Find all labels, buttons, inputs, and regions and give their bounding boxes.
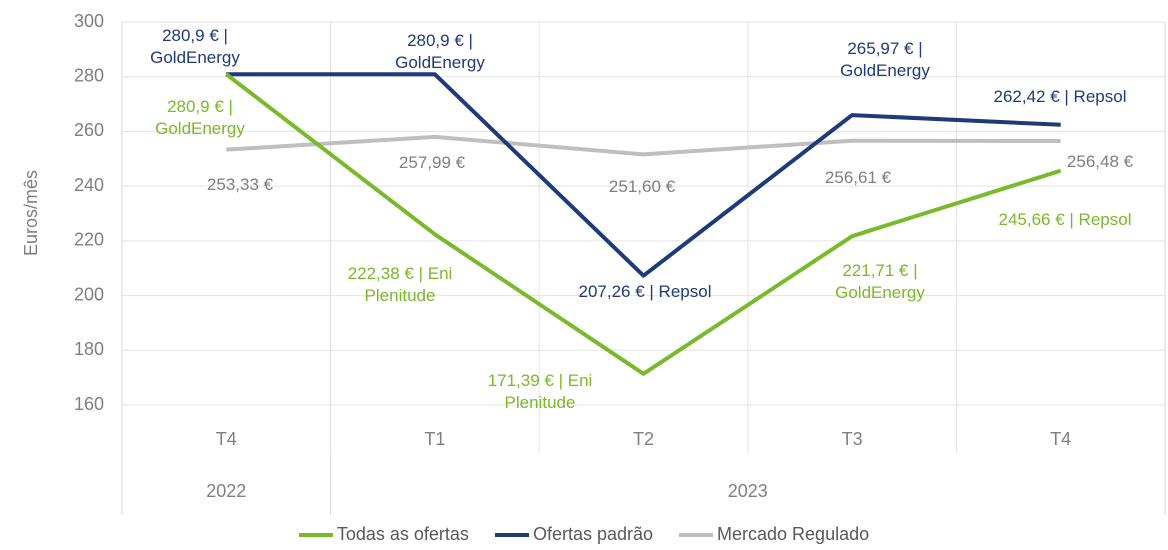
- x-group-label: 2023: [728, 481, 768, 501]
- series-line: [225, 72, 1062, 376]
- data-label: 280,9 € | GoldEnergy: [155, 97, 245, 138]
- y-tick-label: 220: [74, 230, 104, 250]
- y-tick-label: 240: [74, 175, 104, 195]
- data-label: 280,9 € | GoldEnergy: [395, 31, 485, 72]
- data-label: 256,48 €: [1066, 152, 1134, 171]
- legend-swatch: [298, 532, 333, 537]
- data-label: 245,66 € | Repsol: [998, 210, 1132, 229]
- data-label: 222,38 € | Eni Plenitude: [347, 264, 453, 305]
- y-tick-label: 180: [74, 339, 104, 359]
- legend-label: Ofertas padrão: [532, 524, 654, 544]
- data-label: 221,71 € | GoldEnergy: [835, 261, 925, 302]
- legend: Todas as ofertas Ofertas padrão Mercado Re…: [0, 524, 1168, 545]
- y-tick-label: 160: [74, 394, 104, 414]
- data-label: 251,60 €: [608, 177, 676, 196]
- y-tick-label: 200: [74, 284, 104, 304]
- data-label: 207,26 € | Repsol: [578, 282, 712, 301]
- legend-item: Ofertas padrão: [494, 524, 654, 545]
- legend-swatch: [679, 532, 714, 537]
- x-tick-label: T4: [1050, 429, 1071, 449]
- legend-label: Mercado Regulado: [717, 524, 870, 544]
- legend-label: Todas as ofertas: [336, 524, 469, 544]
- series-line: [226, 72, 1061, 278]
- legend-swatch: [494, 532, 529, 537]
- x-tick-label: T2: [633, 429, 654, 449]
- y-tick-label: 260: [74, 120, 104, 140]
- data-label: 265,97 € | GoldEnergy: [840, 39, 930, 80]
- x-tick-label: T4: [216, 429, 237, 449]
- y-tick-label: 280: [74, 65, 104, 85]
- data-label: 171,39 € | Eni Plenitude: [487, 371, 593, 412]
- y-axis-label: Euros/mês: [21, 170, 41, 256]
- data-label: 257,99 €: [398, 153, 466, 172]
- legend-item: Todas as ofertas: [298, 524, 469, 545]
- y-tick-label: 300: [74, 11, 104, 31]
- data-label: 262,42 € | Repsol: [993, 87, 1127, 106]
- legend-item: Mercado Regulado: [679, 524, 869, 545]
- data-label: 253,33 €: [206, 175, 274, 194]
- x-tick-label: T1: [424, 429, 445, 449]
- data-label: 280,9 € | GoldEnergy: [150, 26, 240, 67]
- data-label: 256,61 €: [824, 168, 892, 187]
- x-group-label: 2022: [206, 481, 246, 501]
- x-tick-label: T3: [842, 429, 863, 449]
- series-line: [226, 134, 1061, 157]
